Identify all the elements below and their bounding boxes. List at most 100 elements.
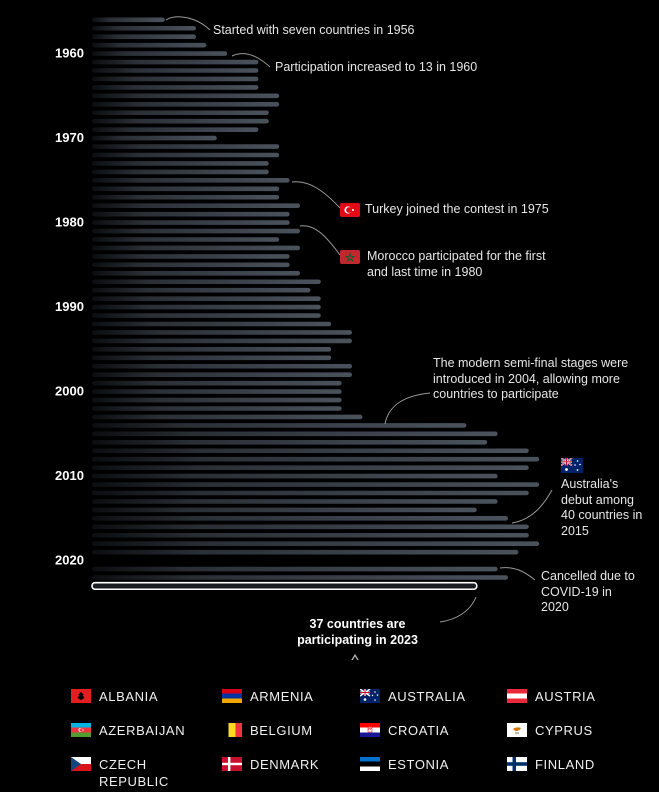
- belgium-flag-icon: [222, 723, 242, 737]
- legend-label: ALBANIA: [99, 689, 159, 704]
- bar-1975: [92, 178, 290, 183]
- bar-2018: [92, 541, 540, 546]
- annotation-2015: Australia's debut among 40 countries in …: [561, 457, 651, 539]
- bar-1993: [92, 330, 352, 335]
- year-label-2020: 2020: [55, 552, 84, 567]
- year-label-2000: 2000: [55, 383, 84, 398]
- bar-2003: [92, 414, 363, 420]
- bar-1972: [92, 152, 280, 158]
- bar-1979: [92, 211, 290, 217]
- denmark-flag-icon: [222, 757, 242, 771]
- bar-2022: [92, 575, 508, 580]
- bar-2017: [92, 532, 529, 538]
- bar-1996: [92, 355, 332, 361]
- bar-1976: [92, 186, 280, 192]
- legend-brace: [351, 653, 359, 660]
- legend-label: ESTONIA: [388, 757, 450, 772]
- year-label-1970: 1970: [55, 130, 84, 145]
- year-label-1960: 1960: [55, 45, 84, 60]
- annotation-1975: Turkey joined the contest in 1975: [340, 202, 549, 218]
- legend-item-austria[interactable]: AUSTRIA: [507, 688, 596, 705]
- bar-chart: 1960 1970 1980 1990 2000 2010 2020: [55, 16, 553, 660]
- bar-1989: [92, 296, 321, 301]
- legend-item-armenia[interactable]: ARMENIA: [222, 688, 313, 705]
- czech-flag-icon: [71, 757, 91, 771]
- legend-item-estonia[interactable]: ESTONIA: [360, 756, 449, 773]
- legend-item-croatia[interactable]: CROATIA: [360, 722, 449, 739]
- legend-label: CYPRUS: [535, 723, 593, 738]
- bar-1988: [92, 287, 311, 293]
- annotation-1975-text: Turkey joined the contest in 1975: [365, 202, 549, 216]
- bar-1991: [92, 313, 321, 318]
- legend-item-australia[interactable]: AUSTRALIA: [360, 688, 466, 705]
- legend-item-cyprus[interactable]: CYPRUS: [507, 722, 593, 739]
- bar-1978: [92, 203, 300, 208]
- bar-1973: [92, 161, 269, 166]
- bar-1956: [92, 17, 165, 23]
- legend-label: CROATIA: [388, 723, 450, 738]
- bar-2006: [92, 440, 488, 445]
- legend-item-belgium[interactable]: BELGIUM: [222, 722, 313, 739]
- australia-flag-icon: [360, 689, 380, 703]
- annotation-1980: Morocco participated for the first and l…: [340, 249, 550, 280]
- bar-1992: [92, 321, 332, 327]
- bar-2009: [92, 465, 529, 470]
- legend-label: AZERBAIJAN: [99, 723, 186, 738]
- bar-1957: [92, 25, 196, 31]
- bar-1974: [92, 169, 269, 175]
- bar-1987: [92, 279, 321, 285]
- bar-2015: [92, 516, 508, 521]
- austria-flag-icon: [507, 689, 527, 703]
- bar-1962: [92, 68, 259, 73]
- legend-item-albania[interactable]: ALBANIA: [71, 688, 158, 705]
- bar-1980: [92, 220, 290, 225]
- bar-1998: [92, 372, 352, 377]
- bar-2005: [92, 431, 498, 437]
- leader-2023: [439, 596, 477, 623]
- bar-1967: [92, 110, 269, 116]
- croatia-flag-icon: [360, 723, 380, 737]
- legend-label: FINLAND: [535, 757, 595, 772]
- year-label-2010: 2010: [55, 468, 84, 483]
- bar-2023: [91, 581, 478, 591]
- legend-label: BELGIUM: [250, 723, 313, 738]
- bar-1997: [92, 363, 352, 369]
- bar-2011: [92, 482, 540, 487]
- country-legend: ALBANIA ARMENIA AUSTRALIA AUSTRIA AZERBA…: [0, 664, 659, 792]
- legend-item-czech-republic[interactable]: CZECH REPUBLIC: [71, 756, 189, 790]
- bar-2021: [92, 566, 498, 572]
- leader-1960: [231, 53, 271, 68]
- bar-1958: [92, 34, 196, 39]
- bar-1961: [92, 59, 259, 65]
- bar-1960: [92, 51, 228, 56]
- year-label-1990: 1990: [55, 299, 84, 314]
- bar-1985: [92, 262, 290, 268]
- leader-1980: [299, 225, 341, 256]
- bar-1963: [92, 76, 259, 82]
- bar-2013: [92, 499, 498, 504]
- annotation-1960: Participation increased to 13 in 1960: [275, 60, 478, 74]
- legend-item-azerbaijan[interactable]: AZERBAIJAN: [71, 722, 185, 739]
- bar-1966: [92, 102, 280, 107]
- bar-2010: [92, 473, 498, 479]
- azerbaijan-flag-icon: [71, 723, 91, 737]
- leader-2015: [511, 489, 553, 524]
- annotation-1956: Started with seven countries in 1956: [213, 23, 415, 37]
- morocco-flag-icon: [340, 250, 360, 264]
- bar-1982: [92, 237, 280, 242]
- bar-2019: [92, 549, 519, 555]
- annotation-2023: 37 countries are participating in 2023: [297, 617, 418, 647]
- bar-2002: [92, 406, 342, 411]
- legend-item-denmark[interactable]: DENMARK: [222, 756, 319, 773]
- legend-label: DENMARK: [250, 757, 320, 772]
- armenia-flag-icon: [222, 689, 242, 703]
- legend-label: CZECH REPUBLIC: [99, 757, 169, 789]
- legend-item-finland[interactable]: FINLAND: [507, 756, 595, 773]
- bar-2008: [92, 456, 540, 462]
- bar-1977: [92, 194, 280, 200]
- turkey-flag-icon: [340, 203, 360, 218]
- legend-label: AUSTRIA: [535, 689, 596, 704]
- bar-1959: [92, 42, 207, 48]
- leader-1956: [165, 16, 211, 31]
- bar-1970: [92, 135, 217, 141]
